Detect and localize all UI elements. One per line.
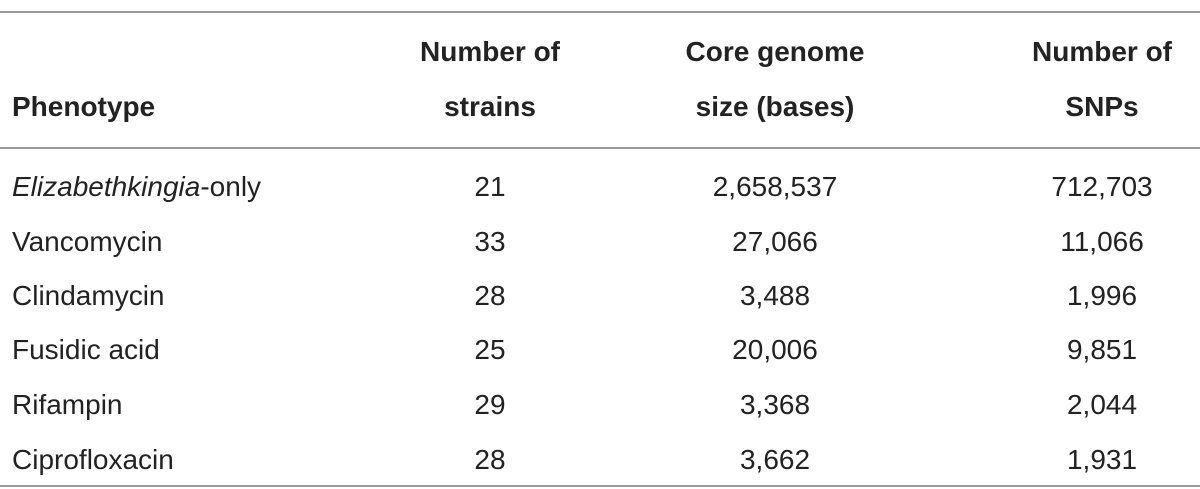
- header-cell: Number of: [1032, 36, 1172, 67]
- phenotype-cell: Clindamycin: [12, 280, 165, 311]
- header-cell: strains: [444, 91, 536, 122]
- header-rule: [0, 147, 1200, 149]
- value-cell: 3,662: [739, 444, 811, 475]
- value-cell: 2,658,537: [712, 171, 838, 202]
- value-cell: 27,066: [732, 226, 818, 257]
- phenotype-cell: Ciprofloxacin: [12, 444, 174, 475]
- value-cell: 2,044: [1066, 389, 1138, 420]
- value-cell: 25: [474, 334, 506, 365]
- phenotype-cell: Rifampin: [12, 389, 123, 420]
- value-cell: 21: [474, 171, 506, 202]
- value-cell: 11,066: [1060, 226, 1144, 257]
- text: -only: [200, 171, 262, 202]
- phenotype-cell: Elizabethkingia-only: [12, 173, 261, 201]
- value-cell: 9,851: [1066, 334, 1138, 365]
- value-cell: 28: [474, 280, 506, 311]
- value-cell: 20,006: [732, 334, 818, 365]
- top-rule: [0, 11, 1200, 13]
- value-cell: 712,703: [1051, 171, 1153, 202]
- italic-text: Elizabethkingia: [12, 171, 201, 202]
- value-cell: 3,488: [739, 280, 811, 311]
- header-cell: Number of: [420, 36, 560, 67]
- header-cell: size (bases): [695, 91, 855, 122]
- phenotype-cell: Vancomycin: [12, 226, 163, 257]
- value-cell: 33: [474, 226, 506, 257]
- header-cell: Phenotype: [12, 91, 156, 122]
- value-cell: 29: [474, 389, 506, 420]
- bottom-rule: [0, 485, 1200, 487]
- value-cell: 3,368: [739, 389, 811, 420]
- value-cell: 1,996: [1066, 280, 1138, 311]
- value-cell: 1,931: [1066, 444, 1138, 475]
- header-cell: SNPs: [1065, 91, 1139, 122]
- header-cell: Core genome: [685, 36, 865, 67]
- phenotype-cell: Fusidic acid: [12, 334, 160, 365]
- value-cell: 28: [474, 444, 506, 475]
